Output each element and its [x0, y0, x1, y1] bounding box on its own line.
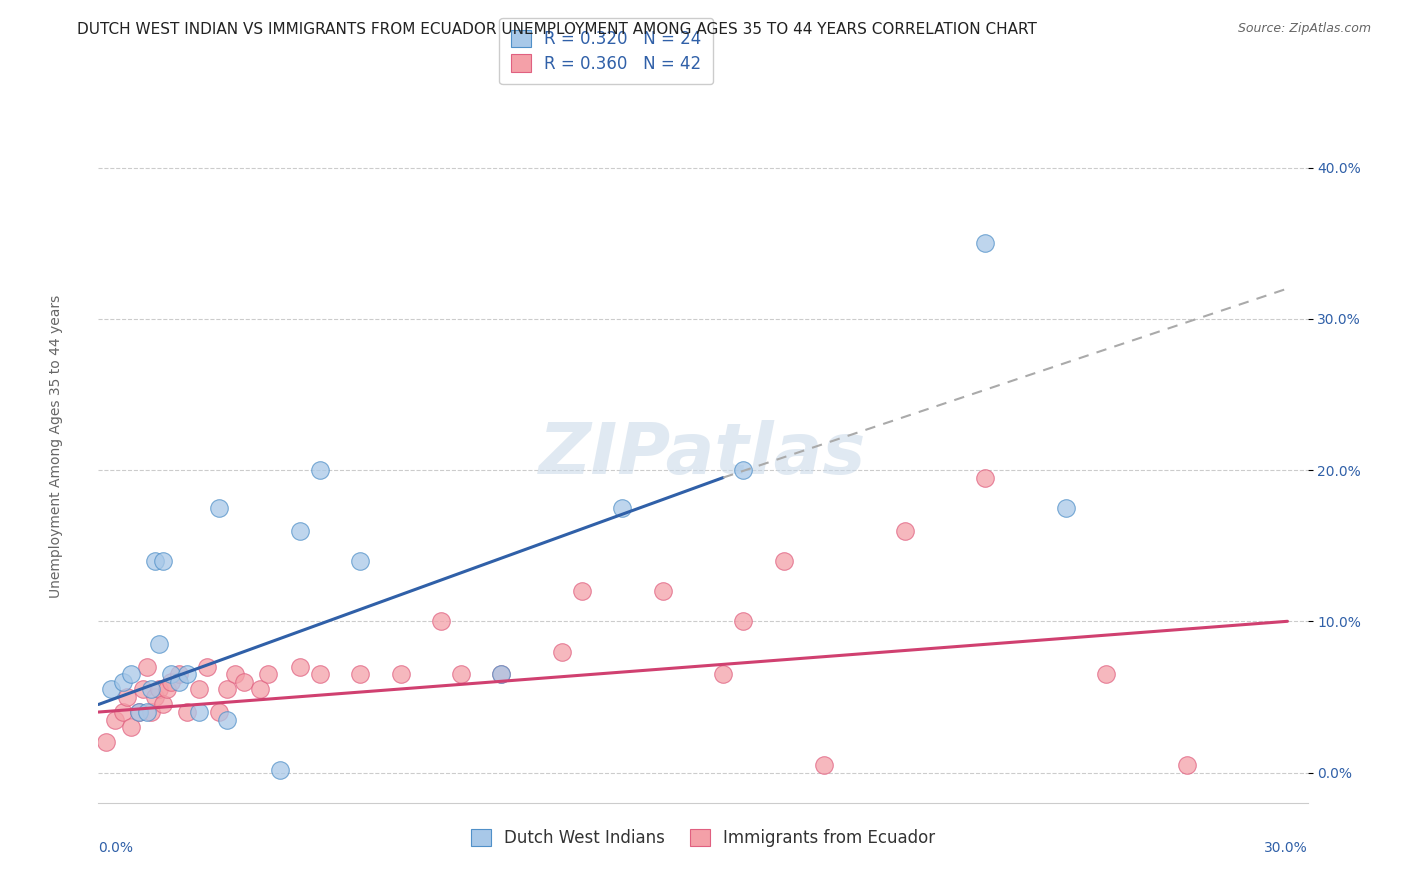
Point	[733, 615, 755, 629]
Point	[309, 463, 332, 477]
Point	[188, 705, 211, 719]
Point	[974, 236, 997, 251]
Point	[232, 674, 254, 689]
Point	[176, 705, 198, 719]
Point	[224, 667, 246, 681]
Point	[135, 705, 157, 719]
Point	[269, 763, 291, 777]
Text: 30.0%: 30.0%	[1264, 840, 1308, 855]
Point	[111, 705, 134, 719]
Point	[1095, 667, 1118, 681]
Point	[167, 674, 190, 689]
Legend: Dutch West Indians, Immigrants from Ecuador: Dutch West Indians, Immigrants from Ecua…	[461, 819, 945, 857]
Point	[349, 554, 371, 568]
Point	[711, 667, 734, 681]
Point	[115, 690, 138, 704]
Point	[120, 720, 142, 734]
Point	[249, 682, 271, 697]
Point	[612, 500, 634, 515]
Point	[128, 705, 150, 719]
Point	[813, 758, 835, 772]
Text: 0.0%: 0.0%	[98, 840, 134, 855]
Text: DUTCH WEST INDIAN VS IMMIGRANTS FROM ECUADOR UNEMPLOYMENT AMONG AGES 35 TO 44 YE: DUTCH WEST INDIAN VS IMMIGRANTS FROM ECU…	[77, 22, 1038, 37]
Point	[208, 500, 231, 515]
Point	[120, 667, 142, 681]
Text: Source: ZipAtlas.com: Source: ZipAtlas.com	[1237, 22, 1371, 36]
Point	[148, 682, 170, 697]
Point	[733, 463, 755, 477]
Text: Unemployment Among Ages 35 to 44 years: Unemployment Among Ages 35 to 44 years	[49, 294, 63, 598]
Point	[152, 698, 174, 712]
Point	[176, 667, 198, 681]
Point	[100, 682, 122, 697]
Point	[208, 705, 231, 719]
Point	[156, 682, 179, 697]
Point	[1054, 500, 1077, 515]
Point	[1175, 758, 1198, 772]
Point	[143, 554, 166, 568]
Point	[139, 682, 162, 697]
Point	[152, 554, 174, 568]
Point	[651, 584, 673, 599]
Point	[128, 705, 150, 719]
Point	[974, 470, 997, 484]
Point	[551, 644, 574, 658]
Point	[217, 682, 239, 697]
Point	[450, 667, 472, 681]
Point	[389, 667, 412, 681]
Point	[195, 659, 218, 673]
Point	[349, 667, 371, 681]
Point	[430, 615, 453, 629]
Point	[893, 524, 915, 538]
Point	[135, 659, 157, 673]
Point	[143, 690, 166, 704]
Point	[139, 705, 162, 719]
Point	[491, 667, 513, 681]
Point	[103, 713, 125, 727]
Point	[148, 637, 170, 651]
Point	[167, 667, 190, 681]
Point	[288, 524, 311, 538]
Point	[160, 674, 183, 689]
Point	[96, 735, 118, 749]
Point	[309, 667, 332, 681]
Text: ZIPatlas: ZIPatlas	[540, 420, 866, 490]
Point	[772, 554, 794, 568]
Point	[188, 682, 211, 697]
Point	[111, 674, 134, 689]
Point	[132, 682, 155, 697]
Point	[491, 667, 513, 681]
Point	[160, 667, 183, 681]
Point	[217, 713, 239, 727]
Point	[571, 584, 593, 599]
Point	[288, 659, 311, 673]
Point	[256, 667, 278, 681]
